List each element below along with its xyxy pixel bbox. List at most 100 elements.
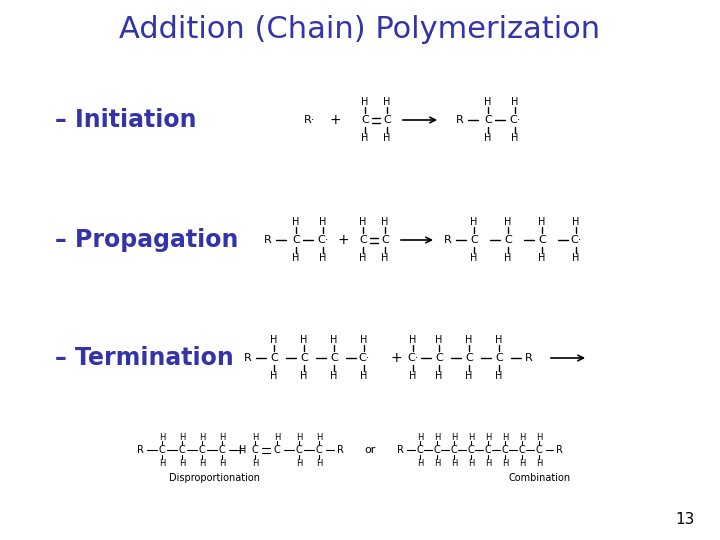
Text: H: H <box>270 371 278 381</box>
Text: – Propagation: – Propagation <box>55 228 238 252</box>
Text: H: H <box>502 433 508 442</box>
Text: C: C <box>538 235 546 245</box>
Text: H: H <box>359 217 366 227</box>
Text: H: H <box>465 335 473 345</box>
Text: H: H <box>359 253 366 263</box>
Text: C: C <box>518 445 526 455</box>
Text: C: C <box>467 445 474 455</box>
Text: C·: C· <box>570 235 582 245</box>
Text: C: C <box>296 445 302 455</box>
Text: C: C <box>219 445 225 455</box>
Text: H: H <box>330 371 338 381</box>
Text: C: C <box>158 445 166 455</box>
Text: H: H <box>239 445 247 455</box>
Text: H: H <box>316 433 322 442</box>
Text: Addition (Chain) Polymerization: Addition (Chain) Polymerization <box>120 16 600 44</box>
Text: H: H <box>468 433 474 442</box>
Text: H: H <box>219 458 225 468</box>
Text: H: H <box>536 433 542 442</box>
Text: H: H <box>383 133 391 143</box>
Text: or: or <box>364 445 376 455</box>
Text: H: H <box>434 458 440 468</box>
Text: H: H <box>319 217 327 227</box>
Text: C: C <box>504 235 512 245</box>
Text: H: H <box>539 217 546 227</box>
Text: H: H <box>504 217 512 227</box>
Text: – Initiation: – Initiation <box>55 108 197 132</box>
Text: H: H <box>519 458 525 468</box>
Text: C·: C· <box>509 115 521 125</box>
Text: C: C <box>383 115 391 125</box>
Text: C·: C· <box>408 353 419 363</box>
Text: R: R <box>397 445 403 455</box>
Text: H: H <box>361 133 369 143</box>
Text: H: H <box>296 433 302 442</box>
Text: H: H <box>316 458 322 468</box>
Text: C: C <box>381 235 389 245</box>
Text: R: R <box>264 235 272 245</box>
Text: C·: C· <box>359 353 369 363</box>
Text: C: C <box>199 445 205 455</box>
Text: H: H <box>468 458 474 468</box>
Text: C: C <box>179 445 185 455</box>
Text: H: H <box>199 433 205 442</box>
Text: H: H <box>179 433 185 442</box>
Text: H: H <box>292 217 300 227</box>
Text: C: C <box>251 445 258 455</box>
Text: C: C <box>470 235 478 245</box>
Text: C: C <box>270 353 278 363</box>
Text: H: H <box>511 97 518 107</box>
Text: H: H <box>495 371 503 381</box>
Text: H: H <box>436 371 443 381</box>
Text: H: H <box>159 458 165 468</box>
Text: C: C <box>315 445 323 455</box>
Text: R: R <box>137 445 143 455</box>
Text: C: C <box>495 353 503 363</box>
Text: H: H <box>219 433 225 442</box>
Text: H: H <box>511 133 518 143</box>
Text: H: H <box>485 97 492 107</box>
Text: H: H <box>382 217 389 227</box>
Text: C: C <box>330 353 338 363</box>
Text: H: H <box>451 433 457 442</box>
Text: H: H <box>252 458 258 468</box>
Text: R: R <box>336 445 343 455</box>
Text: H: H <box>485 133 492 143</box>
Text: H: H <box>519 433 525 442</box>
Text: C: C <box>417 445 423 455</box>
Text: H: H <box>572 253 580 263</box>
Text: H: H <box>360 371 368 381</box>
Text: C: C <box>465 353 473 363</box>
Text: H: H <box>274 433 280 442</box>
Text: H: H <box>417 433 423 442</box>
Text: H: H <box>485 458 491 468</box>
Text: H: H <box>179 458 185 468</box>
Text: R·: R· <box>305 115 315 125</box>
Text: H: H <box>409 371 417 381</box>
Text: C: C <box>359 235 367 245</box>
Text: C: C <box>292 235 300 245</box>
Text: C: C <box>433 445 441 455</box>
Text: H: H <box>465 371 473 381</box>
Text: H: H <box>502 458 508 468</box>
Text: C: C <box>502 445 508 455</box>
Text: R: R <box>456 115 464 125</box>
Text: H: H <box>382 253 389 263</box>
Text: H: H <box>292 253 300 263</box>
Text: C: C <box>361 115 369 125</box>
Text: C: C <box>484 115 492 125</box>
Text: C: C <box>274 445 280 455</box>
Text: H: H <box>434 433 440 442</box>
Text: R: R <box>556 445 562 455</box>
Text: H: H <box>409 335 417 345</box>
Text: R: R <box>525 353 533 363</box>
Text: R: R <box>444 235 452 245</box>
Text: H: H <box>417 458 423 468</box>
Text: H: H <box>536 458 542 468</box>
Text: +: + <box>329 113 341 127</box>
Text: H: H <box>252 433 258 442</box>
Text: H: H <box>470 253 477 263</box>
Text: H: H <box>296 458 302 468</box>
Text: H: H <box>159 433 165 442</box>
Text: H: H <box>383 97 391 107</box>
